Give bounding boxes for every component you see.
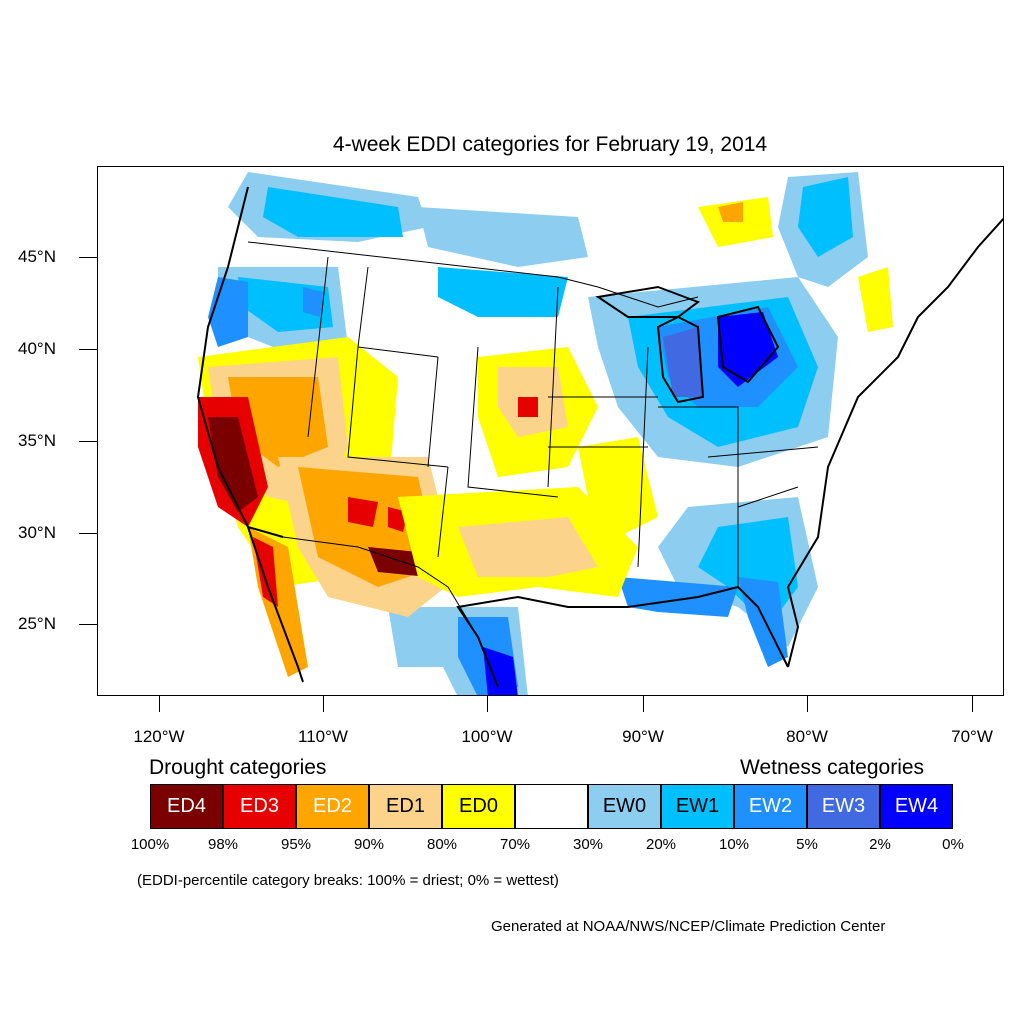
wet-idaho-deep <box>303 287 323 317</box>
legend-percent-label: 5% <box>796 836 818 853</box>
eddi-map <box>97 166 1004 696</box>
legend-percent-label: 80% <box>426 836 458 853</box>
lat-tick <box>79 441 97 442</box>
dry-lower-mississippi <box>578 437 658 537</box>
legend-percent-label: 2% <box>869 836 891 853</box>
legend-box-ew4: EW4 <box>880 784 953 829</box>
legend-box-ed1: ED1 <box>369 784 442 829</box>
legend-box-ew0: EW0 <box>588 784 661 829</box>
lon-label-90w: 90°W <box>622 727 664 746</box>
legend-box-ew1: EW1 <box>661 784 734 829</box>
baja-coast <box>247 526 304 683</box>
dry-california-core <box>208 417 258 512</box>
border-lines-2 <box>547 286 819 587</box>
wet-mexico-west <box>388 607 448 667</box>
lake-huron-shore <box>716 305 780 384</box>
wet-texas-deep <box>483 647 518 695</box>
wet-canada-plains <box>418 207 588 267</box>
legend-percent-label: 0% <box>942 836 964 853</box>
legend-box-ed3: ED3 <box>223 784 296 829</box>
lon-label-120w: 120°W <box>133 727 185 746</box>
west-coast <box>196 186 284 538</box>
border-lines-1 <box>307 256 559 558</box>
legend-box-normal <box>515 784 588 829</box>
lon-label-80w: 80°W <box>786 727 828 746</box>
map-canvas <box>196 172 1003 695</box>
category-note: (EDDI-percentile category breaks: 100% =… <box>137 872 559 889</box>
coastline <box>196 186 1003 688</box>
wet-northwest-band <box>263 187 403 237</box>
legend-box-ed0: ED0 <box>442 784 515 829</box>
lat-tick <box>79 257 97 258</box>
lon-tick <box>159 696 160 712</box>
legend-percent-label: 30% <box>572 836 604 853</box>
lat-label-40n: 40°N <box>18 339 56 358</box>
wet-lake-huron <box>718 312 778 387</box>
gulf-coast <box>456 585 789 688</box>
dry-maine <box>858 267 893 332</box>
legend-percent-label: 95% <box>280 836 312 853</box>
legend-percent-label: 10% <box>718 836 750 853</box>
dry-kansas-red <box>518 397 538 417</box>
lat-tick <box>79 624 97 625</box>
wet-quebec-core <box>798 177 853 257</box>
legend-percent-label: 20% <box>645 836 677 853</box>
legend-percent-label: 100% <box>130 836 170 853</box>
lon-tick <box>972 696 973 712</box>
legend-percent-label: 70% <box>499 836 531 853</box>
lat-label-25n: 25°N <box>18 614 56 633</box>
legend-percent-label: 90% <box>353 836 385 853</box>
legend-box-ew2: EW2 <box>734 784 807 829</box>
legend-percent-label: 98% <box>207 836 239 853</box>
wet-gulf-coast <box>618 577 738 617</box>
dry-southern-plains-peach <box>458 517 598 577</box>
lat-tick <box>79 533 97 534</box>
lon-tick <box>323 696 324 712</box>
lon-tick <box>807 696 808 712</box>
legend-box-ew3: EW3 <box>807 784 880 829</box>
dry-sw-red-1 <box>348 497 378 527</box>
wet-lake-michigan <box>663 327 703 397</box>
dry-baja-core <box>253 537 278 607</box>
wetness-categories-heading: Wetness categories <box>740 756 925 779</box>
lake-superior-shore <box>595 285 701 318</box>
lon-tick <box>643 696 644 712</box>
lon-tick <box>487 696 488 712</box>
dry-quebec-orange <box>718 202 743 222</box>
lat-label-35n: 35°N <box>18 431 56 450</box>
wet-northern-plains <box>438 267 568 317</box>
legend-box-ed4: ED4 <box>150 784 223 829</box>
canada-border <box>247 241 699 308</box>
lat-label-30n: 30°N <box>18 523 56 542</box>
drought-categories-heading: Drought categories <box>149 756 327 779</box>
lon-label-110w: 110°W <box>298 727 348 746</box>
drought-regions <box>198 197 893 677</box>
east-coast <box>786 217 1003 668</box>
lon-label-70w: 70°W <box>951 727 993 746</box>
lon-label-100w: 100°W <box>461 727 513 746</box>
lat-label-45n: 45°N <box>18 247 56 266</box>
legend-box-ed2: ED2 <box>296 784 369 829</box>
map-title: 4-week EDDI categories for February 19, … <box>332 133 768 156</box>
credit-line: Generated at NOAA/NWS/NCEP/Climate Predi… <box>491 918 886 935</box>
lat-tick <box>79 349 97 350</box>
